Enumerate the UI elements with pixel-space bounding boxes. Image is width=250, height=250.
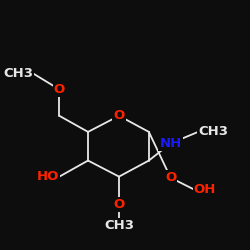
Text: O: O [114, 198, 125, 211]
Text: O: O [54, 83, 65, 96]
Text: HO: HO [37, 170, 59, 183]
Text: CH3: CH3 [104, 220, 134, 232]
Text: OH: OH [194, 183, 216, 196]
Text: O: O [114, 109, 125, 122]
Text: NH: NH [160, 137, 182, 150]
Text: CH3: CH3 [198, 126, 228, 138]
Text: O: O [165, 171, 176, 184]
Text: CH3: CH3 [3, 67, 33, 80]
